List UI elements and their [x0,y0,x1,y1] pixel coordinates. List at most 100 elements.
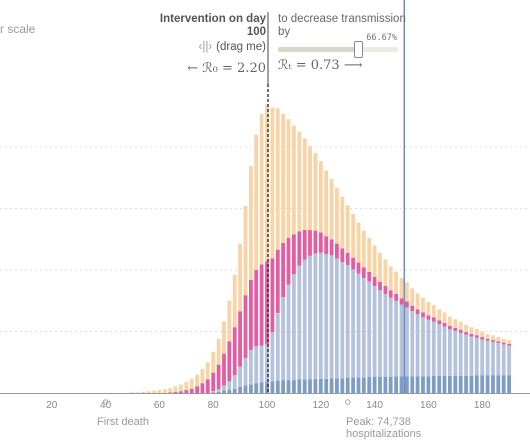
bar-dead[interactable] [464,375,468,393]
bar-hospitalized[interactable] [340,248,345,263]
bar-infected[interactable] [329,179,334,240]
bar-recovered[interactable] [275,313,280,381]
bar-dead[interactable] [356,377,361,393]
bar-infected[interactable] [431,305,436,318]
bar-recovered[interactable] [216,389,221,392]
bar-infected[interactable] [146,391,151,393]
bar-dead[interactable] [340,378,345,393]
bar-hospitalized[interactable] [448,326,452,330]
bar-recovered[interactable] [426,319,431,377]
bar-recovered[interactable] [335,258,339,379]
bar-dead[interactable] [286,380,291,393]
bar-hospitalized[interactable] [469,334,474,337]
bar-dead[interactable] [335,378,339,393]
bar-recovered[interactable] [254,346,259,384]
bar-hospitalized[interactable] [485,338,490,341]
bar-hospitalized[interactable] [415,309,420,315]
bar-recovered[interactable] [405,307,409,377]
bar-hospitalized[interactable] [318,232,323,253]
bar-dead[interactable] [222,390,226,394]
bar-dead[interactable] [453,375,458,393]
bar-infected[interactable] [442,312,447,323]
bar-infected[interactable] [345,205,350,253]
bar-dead[interactable] [372,377,377,393]
bar-recovered[interactable] [437,324,442,376]
bar-hospitalized[interactable] [232,327,237,376]
bar-infected[interactable] [324,170,329,237]
bar-recovered[interactable] [318,252,323,379]
bar-dead[interactable] [474,375,479,393]
bar-recovered[interactable] [324,254,329,379]
bar-dead[interactable] [275,380,280,393]
bar-dead[interactable] [211,392,216,393]
bar-hospitalized[interactable] [281,242,285,297]
bar-recovered[interactable] [491,342,495,376]
bar-hospitalized[interactable] [189,388,194,393]
bar-recovered[interactable] [501,344,506,376]
bar-infected[interactable] [152,390,156,394]
bar-hospitalized[interactable] [222,353,226,386]
bar-infected[interactable] [356,222,361,263]
bar-hospitalized[interactable] [442,322,447,327]
bar-infected[interactable] [496,337,501,342]
bar-hospitalized[interactable] [335,243,339,259]
bar-infected[interactable] [308,145,312,231]
bar-dead[interactable] [383,377,388,393]
bar-recovered[interactable] [372,286,377,377]
bar-hospitalized[interactable] [453,327,458,331]
bar-infected[interactable] [464,324,468,333]
bar-hospitalized[interactable] [351,257,355,270]
bar-infected[interactable] [205,362,210,380]
bar-recovered[interactable] [259,345,264,383]
bar-dead[interactable] [410,376,415,393]
bar-recovered[interactable] [356,273,361,378]
bar-hospitalized[interactable] [200,383,205,393]
bar-infected[interactable] [480,331,485,338]
bar-hospitalized[interactable] [464,332,468,335]
bar-hospitalized[interactable] [254,270,259,347]
bar-infected[interactable] [286,119,291,238]
bar-hospitalized[interactable] [458,329,463,333]
slider-thumb[interactable] [354,41,363,58]
intervention-drag-handle[interactable]: ‹||› (drag me) [150,41,267,53]
bar-dead[interactable] [496,375,501,393]
bar-infected[interactable] [367,238,372,272]
bar-hospitalized[interactable] [179,391,183,393]
bar-infected[interactable] [184,381,189,390]
bar-infected[interactable] [281,113,285,243]
bar-infected[interactable] [372,245,377,277]
bar-recovered[interactable] [458,332,463,376]
bar-dead[interactable] [507,375,511,393]
bar-infected[interactable] [507,340,511,344]
bar-dead[interactable] [426,376,431,393]
bar-infected[interactable] [292,125,296,235]
bar-recovered[interactable] [480,339,485,376]
bar-hospitalized[interactable] [367,271,372,282]
bar-dead[interactable] [361,377,366,393]
bar-hospitalized[interactable] [474,335,479,338]
bar-recovered[interactable] [421,317,425,377]
bar-recovered[interactable] [238,366,242,387]
bar-dead[interactable] [313,378,318,393]
bar-infected[interactable] [383,259,388,286]
bar-dead[interactable] [265,381,269,393]
bar-infected[interactable] [399,278,404,299]
bar-hospitalized[interactable] [205,379,210,394]
bar-infected[interactable] [232,274,237,328]
bar-dead[interactable] [448,375,452,393]
bar-infected[interactable] [410,288,415,306]
bar-dead[interactable] [302,379,307,394]
bar-recovered[interactable] [211,391,216,393]
bar-dead[interactable] [485,375,490,393]
bar-infected[interactable] [501,338,506,343]
bar-recovered[interactable] [249,349,253,385]
bar-infected[interactable] [168,388,173,393]
bar-hospitalized[interactable] [173,391,178,393]
bar-recovered[interactable] [297,265,302,380]
bar-recovered[interactable] [232,375,237,389]
bar-infected[interactable] [415,293,420,310]
bar-infected[interactable] [222,321,226,354]
bar-recovered[interactable] [399,304,404,377]
bar-recovered[interactable] [448,329,452,376]
bar-hospitalized[interactable] [195,386,199,393]
